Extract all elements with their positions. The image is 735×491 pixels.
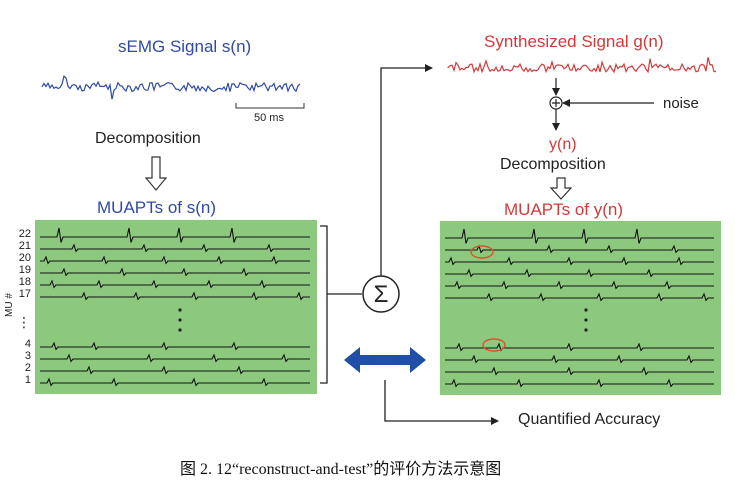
muapt-train: [40, 377, 310, 387]
left-panel-ellipsis: [178, 308, 182, 332]
muapt-train: [40, 227, 310, 243]
left-muapt-traces: [40, 227, 310, 387]
right-muapt-panel: [440, 221, 721, 395]
figure-caption: 图 2. 12“reconstruct-and-test”的评价方法示意图: [180, 461, 502, 478]
mu-label-4: 4: [25, 338, 31, 350]
muapt-train: [40, 291, 310, 301]
muapt-train: [445, 342, 714, 352]
mu-labels-bottom: 4 3 2 1: [25, 338, 31, 386]
semg-signal-title: sEMG Signal s(n): [118, 37, 252, 56]
error-highlight-bottom: [482, 338, 506, 352]
accuracy-arrow: [384, 380, 499, 425]
mu-label-17: 17: [19, 288, 31, 300]
semg-signal-trace: [41, 74, 301, 100]
mu-labels-top: 22 21 20 19 18 17: [19, 228, 31, 300]
quantified-accuracy-label: Quantified Accuracy: [518, 411, 661, 428]
muapt-train: [445, 354, 714, 364]
left-muapt-panel: [35, 220, 317, 394]
mu-label-3: 3: [25, 350, 31, 362]
sum-symbol: Σ: [374, 281, 389, 308]
mu-axis-label: MU #: [4, 293, 15, 317]
muapt-train: [40, 267, 310, 277]
compare-double-arrow: [344, 347, 426, 373]
mu-labels-ellipsis: ⋮: [17, 314, 31, 330]
waveform-path: [41, 74, 301, 100]
plus-icon: [552, 99, 560, 107]
left-bracket: [320, 225, 362, 384]
muapt-train: [445, 292, 714, 302]
right-decomposition-label: Decomposition: [500, 156, 606, 173]
synth-signal-trace: [447, 57, 717, 74]
mu-label-20: 20: [19, 252, 31, 264]
right-panel-ellipsis: [584, 308, 588, 332]
sum-to-synth-arrow: [380, 64, 433, 276]
muapt-train: [445, 268, 714, 278]
muapt-train: [445, 378, 714, 388]
error-highlight-top: [470, 245, 494, 259]
muapt-train: [445, 256, 714, 266]
muapt-train: [40, 341, 310, 351]
mu-label-2: 2: [25, 362, 31, 374]
mu-label-1: 1: [25, 374, 31, 386]
muapt-train: [445, 244, 714, 254]
right-muapt-traces: [445, 228, 714, 388]
mu-label-19: 19: [19, 264, 31, 276]
muapt-train: [445, 366, 714, 376]
mu-label-21: 21: [19, 240, 31, 252]
noise-label: noise: [663, 95, 699, 112]
muapt-train: [40, 353, 310, 363]
scale-bar-label: 50 ms: [254, 112, 284, 124]
muapt-train: [40, 365, 310, 375]
muapt-train: [40, 279, 310, 289]
right-hollow-down-arrow: [549, 177, 573, 200]
muapt-train: [445, 228, 714, 244]
muapt-train: [40, 243, 310, 253]
mu-label-18: 18: [19, 276, 31, 288]
muapt-train: [40, 255, 310, 265]
synth-signal-title: Synthesized Signal g(n): [484, 32, 664, 51]
left-hollow-down-arrow: [144, 156, 168, 191]
y-signal-label: y(n): [549, 136, 577, 153]
mu-label-22: 22: [19, 228, 31, 240]
left-muapts-title: MUAPTs of s(n): [97, 198, 217, 217]
muapt-train: [445, 280, 714, 290]
right-muapts-title: MUAPTs of y(n): [504, 200, 624, 219]
waveform-path: [447, 57, 717, 74]
scale-bar: [235, 103, 305, 109]
left-decomposition-label: Decomposition: [95, 130, 201, 147]
